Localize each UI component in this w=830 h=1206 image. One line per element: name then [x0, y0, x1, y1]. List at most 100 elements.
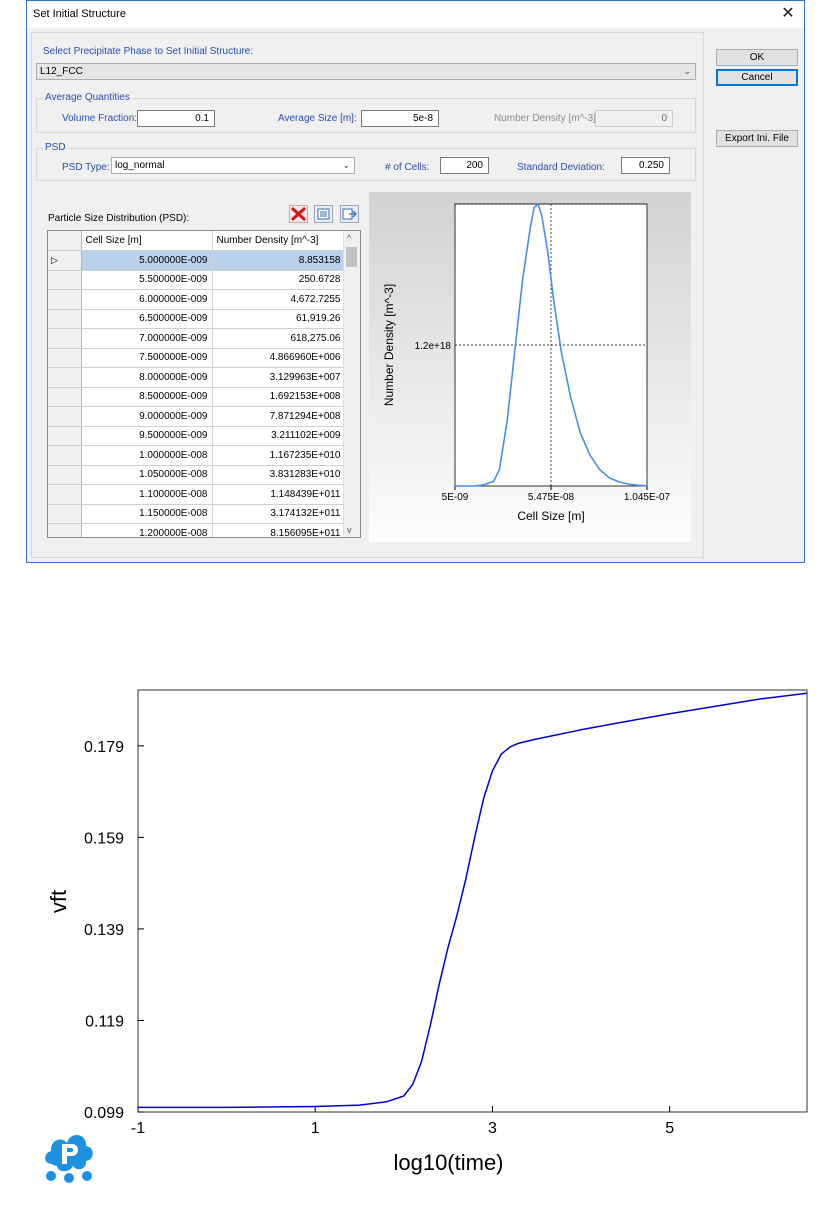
row-header[interactable]	[48, 426, 82, 446]
vft-x-tick-label: 1	[311, 1120, 320, 1137]
number-density-value[interactable]: 3.831283E+010	[212, 465, 346, 485]
number-density-value[interactable]: 1.148439E+011	[212, 484, 346, 505]
table-row[interactable]: 8.000000E-009 3.129963E+007	[48, 367, 346, 388]
vft-y-axis-label: vft	[46, 890, 71, 913]
scroll-up-icon[interactable]: ^	[347, 233, 352, 243]
cell-size-value[interactable]: 1.200000E-008	[81, 523, 213, 537]
phase-select[interactable]: L12_FCC ⌄	[36, 63, 696, 80]
cell-size-value[interactable]: 9.000000E-009	[81, 406, 213, 427]
vft-y-tick-label: 0.179	[84, 739, 124, 756]
table-row[interactable]: 7.000000E-009 618,275.06	[48, 328, 346, 349]
number-density-value[interactable]: 8.156095E+011	[212, 523, 346, 537]
table-row[interactable]: 1.000000E-008 1.167235E+010	[48, 445, 346, 466]
std-deviation-label: Standard Deviation:	[517, 162, 605, 173]
ok-button[interactable]: OK	[716, 49, 798, 66]
number-density-value[interactable]: 8.853158	[212, 250, 346, 271]
std-deviation-input[interactable]: 0.250	[621, 157, 670, 174]
number-density-value[interactable]: 4.866960E+006	[212, 348, 346, 368]
row-header[interactable]	[48, 484, 82, 505]
column-header-number-density[interactable]: Number Density [m^-3]	[212, 231, 346, 251]
vft-x-tick-label: 5	[665, 1120, 674, 1137]
delete-icon[interactable]	[289, 205, 308, 223]
cell-size-value[interactable]: 1.050000E-008	[81, 465, 213, 485]
average-size-input[interactable]: 5e-8	[361, 110, 439, 127]
table-row[interactable]: 1.200000E-008 8.156095E+011	[48, 523, 346, 537]
number-density-value[interactable]: 3.174132E+011	[212, 504, 346, 524]
row-header[interactable]	[48, 328, 82, 349]
row-header[interactable]	[48, 523, 82, 537]
number-density-value[interactable]: 618,275.06	[212, 328, 346, 349]
row-header[interactable]	[48, 445, 82, 466]
number-density-value[interactable]: 7.871294E+008	[212, 406, 346, 427]
number-density-value[interactable]: 3.211102E+009	[212, 426, 346, 446]
cell-size-value[interactable]: 5.000000E-009	[81, 250, 213, 271]
psd-table-scrollbar[interactable]: ^ v	[343, 231, 360, 537]
psd-type-label: PSD Type:	[62, 162, 110, 173]
number-density-value[interactable]: 1.692153E+008	[212, 387, 346, 407]
scroll-down-icon[interactable]: v	[347, 525, 352, 535]
number-density-value[interactable]: 4,672.7255	[212, 289, 346, 310]
psd-type-value: log_normal	[115, 160, 165, 171]
row-header[interactable]	[48, 309, 82, 329]
row-header[interactable]	[48, 465, 82, 485]
cell-size-value[interactable]: 7.000000E-009	[81, 328, 213, 349]
cells-input[interactable]: 200	[440, 157, 489, 174]
cell-size-value[interactable]: 7.500000E-009	[81, 348, 213, 368]
table-row[interactable]: 1.150000E-008 3.174132E+011	[48, 504, 346, 524]
insert-row-icon[interactable]	[314, 205, 333, 223]
table-row[interactable]: 9.500000E-009 3.211102E+009	[48, 426, 346, 446]
vft-series-line	[138, 692, 808, 1109]
psd-table-body: Cell Size [m] Number Density [m^-3] ▷ 5.0…	[48, 231, 346, 537]
psd-type-select[interactable]: log_normal ⌄	[111, 157, 355, 174]
cancel-button[interactable]: Cancel	[716, 69, 798, 86]
cell-size-value[interactable]: 6.500000E-009	[81, 309, 213, 329]
cells-label: # of Cells:	[385, 162, 430, 173]
vft-y-tick-label: 0.099	[84, 1105, 124, 1122]
row-header[interactable]	[48, 504, 82, 524]
vft-y-tick-label: 0.139	[84, 922, 124, 939]
table-row[interactable]: 6.500000E-009 61,919.26	[48, 309, 346, 329]
row-header[interactable]	[48, 348, 82, 368]
precipicalc-logo-icon	[45, 1135, 93, 1183]
number-density-value[interactable]: 1.167235E+010	[212, 445, 346, 466]
cell-size-value[interactable]: 9.500000E-009	[81, 426, 213, 446]
number-density-value[interactable]: 61,919.26	[212, 309, 346, 329]
psd-table-title: Particle Size Distribution (PSD):	[48, 213, 190, 224]
export-icon[interactable]	[340, 205, 359, 223]
table-row[interactable]: 1.050000E-008 3.831283E+010	[48, 465, 346, 485]
close-icon[interactable]: ✕	[781, 5, 795, 22]
table-row[interactable]: 7.500000E-009 4.866960E+006	[48, 348, 346, 368]
cell-size-value[interactable]: 5.500000E-009	[81, 270, 213, 290]
number-density-value[interactable]: 250.6728	[212, 270, 346, 290]
cell-size-value[interactable]: 1.100000E-008	[81, 484, 213, 505]
dialog-title: Set Initial Structure	[33, 8, 126, 20]
psd-legend: PSD	[43, 142, 68, 153]
cell-size-value[interactable]: 8.000000E-009	[81, 367, 213, 388]
row-header[interactable]: ▷	[48, 250, 82, 271]
table-row[interactable]: 9.000000E-009 7.871294E+008	[48, 406, 346, 427]
row-header[interactable]	[48, 406, 82, 427]
column-header-cell-size[interactable]: Cell Size [m]	[81, 231, 213, 251]
volume-fraction-input[interactable]: 0.1	[137, 110, 215, 127]
number-density-value[interactable]: 3.129963E+007	[212, 367, 346, 388]
row-header[interactable]	[48, 387, 82, 407]
cell-size-value[interactable]: 1.150000E-008	[81, 504, 213, 524]
table-row[interactable]: 8.500000E-009 1.692153E+008	[48, 387, 346, 407]
row-header[interactable]	[48, 367, 82, 388]
row-header-corner	[48, 231, 82, 251]
cell-size-value[interactable]: 1.000000E-008	[81, 445, 213, 466]
table-row[interactable]: 6.000000E-009 4,672.7255	[48, 289, 346, 310]
psd-table[interactable]: Cell Size [m] Number Density [m^-3] ▷ 5.0…	[47, 230, 361, 538]
cell-size-value[interactable]: 6.000000E-009	[81, 289, 213, 310]
scrollbar-thumb[interactable]	[346, 247, 357, 267]
cell-size-value[interactable]: 8.500000E-009	[81, 387, 213, 407]
table-row[interactable]: 1.100000E-008 1.148439E+011	[48, 484, 346, 505]
row-header[interactable]	[48, 270, 82, 290]
table-row[interactable]: 5.500000E-009 250.6728	[48, 270, 346, 290]
psd-x-tick-label: 5.475E-08	[528, 492, 575, 503]
row-header[interactable]	[48, 289, 82, 310]
table-row[interactable]: ▷ 5.000000E-009 8.853158	[48, 250, 346, 271]
vft-x-tick-label: 3	[488, 1120, 497, 1137]
export-ini-file-button[interactable]: Export Ini. File	[716, 130, 798, 147]
vft-x-tick-label: -1	[131, 1120, 145, 1137]
